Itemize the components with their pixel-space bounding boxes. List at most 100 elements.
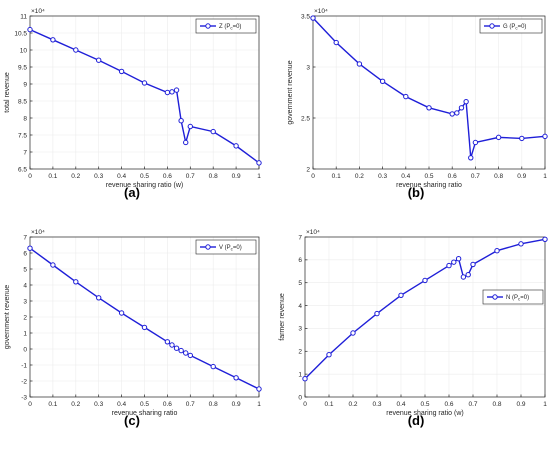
- y-tick-label: 7: [23, 234, 27, 241]
- legend-box: [482, 289, 544, 305]
- data-point: [422, 277, 428, 284]
- data-point: [141, 80, 148, 86]
- y-tick-label: -1: [21, 362, 27, 369]
- y-axis-label: government revenue: [287, 60, 294, 124]
- y-tick-label: 5: [23, 266, 27, 273]
- data-point: [50, 262, 56, 268]
- x-tick-label: 0.4: [396, 401, 405, 408]
- legend-label-sub: c: [518, 297, 521, 302]
- x-tick-label: 0.8: [494, 173, 503, 180]
- y-tick-label: -2: [21, 378, 27, 385]
- legend-label-main: V (P: [219, 245, 231, 251]
- x-tick-label: 0.4: [117, 173, 126, 180]
- x-tick-label: 0.6: [444, 401, 453, 408]
- data-point: [460, 274, 467, 280]
- data-point: [326, 352, 332, 358]
- y-tick-label: 2: [23, 314, 27, 321]
- x-tick-label: 0.1: [324, 401, 333, 408]
- y-tick-label: 4: [23, 282, 27, 289]
- y-tick-label: 9: [23, 81, 27, 88]
- x-axis-label: revenue sharing ratio: [396, 182, 462, 189]
- legend: V (Pc=0): [195, 239, 257, 255]
- panel-d: 0 0.1 0.2 0.3 0.4 0.5 0.6 0.7 0.8 0.9 1 0 1 2 3 4 5 6 7 ×10…: [279, 229, 548, 428]
- x-axis-label: revenue sharing ratio (w): [386, 410, 463, 417]
- data-point: [454, 110, 460, 116]
- y-exponent-label: ×10⁴: [306, 229, 320, 236]
- data-point: [96, 295, 102, 301]
- legend-label-tail: =0): [518, 24, 527, 30]
- legend: N (Pc=0): [482, 289, 544, 305]
- x-tick-label: 0.5: [140, 401, 149, 408]
- legend-marker: [205, 244, 211, 250]
- legend: G (Pc=0): [479, 18, 543, 34]
- data-point: [169, 342, 175, 348]
- data-point: [542, 133, 548, 140]
- data-point: [164, 89, 171, 96]
- x-tick-label: 0.2: [348, 401, 357, 408]
- x-tick-label: 0.2: [355, 173, 364, 180]
- x-tick-label: 0.7: [186, 173, 195, 180]
- legend-label-sub: c: [230, 26, 233, 31]
- legend-label-sub: c: [515, 26, 518, 31]
- data-point: [350, 330, 356, 336]
- data-point: [169, 89, 175, 95]
- data-point: [233, 143, 239, 149]
- data-point: [73, 47, 79, 53]
- y-tick-label: 7: [23, 149, 27, 156]
- y-tick-label: 5: [298, 280, 302, 287]
- x-tick-label: 0.5: [424, 173, 433, 180]
- data-point: [333, 39, 339, 46]
- panel-b: 0 0.1 0.2 0.3 0.4 0.5 0.6 0.7 0.8 0.9 1 2 2.5 3 3.5 ×10…: [287, 8, 548, 200]
- x-tick-label: 0.1: [48, 401, 57, 408]
- x-tick-label: 0.7: [471, 173, 480, 180]
- y-tick-label: 2: [306, 166, 310, 173]
- data-point: [183, 139, 189, 146]
- data-point: [379, 78, 386, 84]
- data-point: [426, 105, 432, 111]
- x-tick-label: 0: [28, 173, 32, 180]
- panel-a: 0 0.1 0.2 0.3 0.4 0.5 0.6 0.7 0.8 0.9 1 6.5 7 7.5 8 8.5…: [4, 8, 262, 200]
- data-point: [494, 248, 500, 254]
- data-point: [310, 15, 316, 21]
- y-tick-label: 3: [23, 298, 27, 305]
- x-tick-label: 1: [257, 401, 261, 408]
- x-tick-label: 1: [257, 173, 261, 180]
- panel-c: 0 0.1 0.2 0.3 0.4 0.5 0.6 0.7 0.8 0.9 1 -3 -2 -1 0 1 2 3 4…: [4, 229, 262, 428]
- legend-box: [195, 239, 257, 255]
- legend-label-main: N (P: [506, 295, 518, 301]
- x-axis-label: revenue sharing ratio (w): [106, 182, 183, 189]
- y-tick-label: 2: [298, 349, 302, 356]
- y-tick-label: 3.5: [301, 13, 310, 20]
- data-point: [356, 61, 363, 67]
- y-tick-label: 3: [306, 64, 310, 71]
- y-tick-label: 3: [298, 326, 302, 333]
- data-point: [164, 339, 171, 345]
- y-tick-label: 8.5: [18, 98, 27, 105]
- y-tick-label: 10: [20, 47, 28, 54]
- data-point: [210, 128, 216, 135]
- y-tick-label: 0: [298, 394, 302, 401]
- data-point: [173, 87, 180, 93]
- x-tick-label: 0.6: [163, 173, 172, 180]
- y-tick-label: 8: [23, 115, 27, 122]
- x-tick-label: 0.3: [372, 401, 381, 408]
- x-tick-label: 0.3: [378, 173, 387, 180]
- data-point: [96, 57, 102, 63]
- x-tick-label: 0.2: [71, 173, 80, 180]
- y-exponent-label: ×10⁴: [31, 8, 45, 15]
- data-point: [187, 123, 194, 130]
- y-tick-label: 2.5: [301, 115, 310, 122]
- legend-box: [195, 18, 257, 34]
- data-point: [256, 160, 262, 166]
- data-point: [173, 345, 180, 351]
- x-tick-label: 1: [543, 173, 547, 180]
- legend-label: N (Pc=0): [506, 295, 529, 302]
- panel-label: (b): [408, 185, 425, 200]
- x-tick-label: 0.4: [401, 173, 410, 180]
- data-point: [183, 350, 189, 356]
- data-point: [542, 236, 548, 242]
- legend-marker: [205, 23, 211, 29]
- data-point: [178, 118, 184, 124]
- legend-label-main: Z (P: [219, 24, 230, 30]
